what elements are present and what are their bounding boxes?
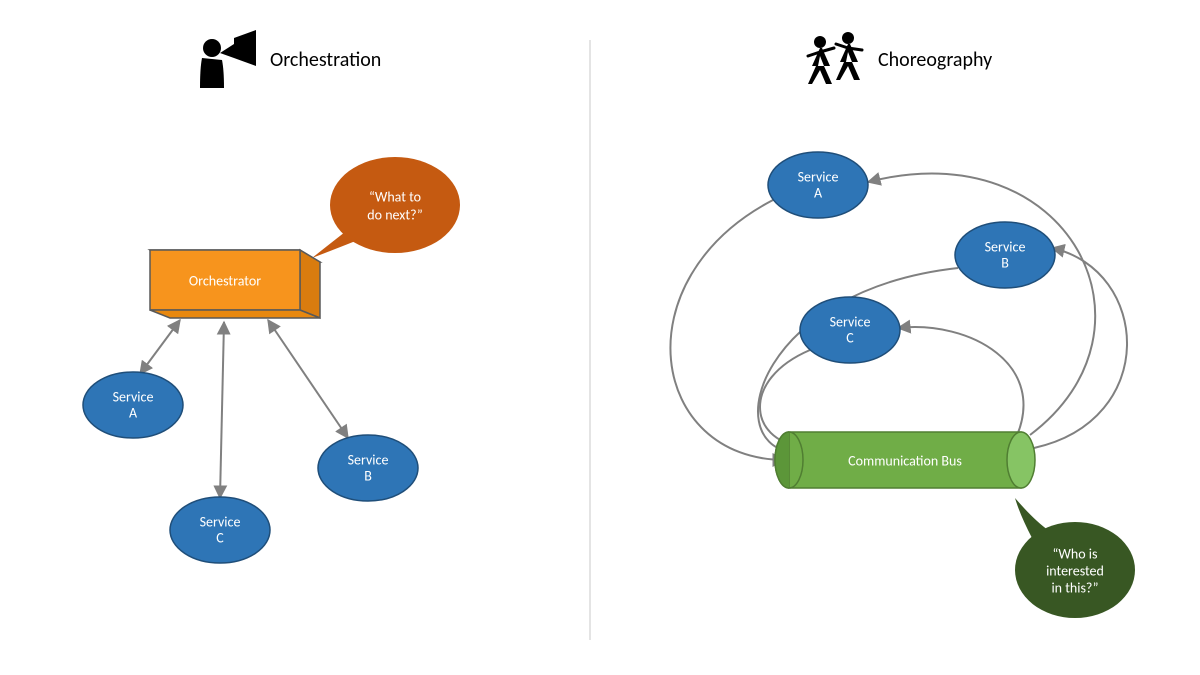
left-service-b: Service B <box>318 435 418 501</box>
svg-text:Service: Service <box>798 168 839 185</box>
communication-bus: Communication Bus <box>775 432 1035 488</box>
diagram-stage: Orchestration Choreography <box>0 0 1200 675</box>
left-bubble-line2: do next?” <box>367 206 422 223</box>
svg-text:A: A <box>129 404 138 421</box>
svg-text:B: B <box>1001 254 1009 271</box>
svg-text:Service: Service <box>348 451 389 468</box>
svg-text:Service: Service <box>200 513 241 530</box>
svg-text:C: C <box>846 329 854 346</box>
left-bubble-line1: “What to <box>369 188 421 205</box>
left-service-a: Service A <box>83 372 183 438</box>
right-service-a: Service A <box>768 152 868 218</box>
orchestrator-label: Orchestrator <box>189 272 261 289</box>
svg-text:Service: Service <box>985 238 1026 255</box>
left-speech-bubble: “What to do next?” <box>312 157 460 258</box>
svg-text:C: C <box>216 529 224 546</box>
bus-label: Communication Bus <box>848 452 962 469</box>
svg-text:B: B <box>364 467 372 484</box>
svg-text:Service: Service <box>830 313 871 330</box>
megaphone-icon <box>200 30 256 88</box>
left-service-c: Service C <box>170 497 270 563</box>
right-curves <box>670 174 1127 460</box>
svg-text:Service: Service <box>113 388 154 405</box>
right-bubble-line1: “Who is <box>1053 545 1098 562</box>
right-bubble-line2: interested <box>1046 562 1104 579</box>
right-service-b: Service B <box>955 222 1055 288</box>
right-service-c: Service C <box>800 297 900 363</box>
right-speech-bubble: “Who is interested in this?” <box>1015 498 1135 618</box>
orchestrator-box: Orchestrator <box>150 250 320 318</box>
right-bubble-line3: in this?” <box>1051 579 1098 596</box>
dancers-icon <box>808 32 862 84</box>
diagram-canvas: “What to do next?” Orchestrator Service … <box>0 0 1200 675</box>
svg-text:A: A <box>814 184 823 201</box>
